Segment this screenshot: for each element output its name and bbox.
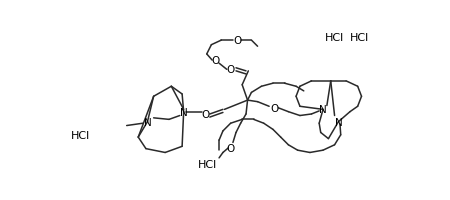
Text: N: N xyxy=(319,105,327,115)
Text: O: O xyxy=(270,103,279,113)
Text: N: N xyxy=(180,107,188,117)
Text: N: N xyxy=(334,117,342,127)
Text: O: O xyxy=(202,109,210,119)
Text: HCl: HCl xyxy=(71,130,90,140)
Text: HCl: HCl xyxy=(325,33,344,43)
Text: O: O xyxy=(212,56,220,66)
Text: O: O xyxy=(226,65,235,75)
Text: O: O xyxy=(226,143,235,153)
Text: HCl: HCl xyxy=(351,33,369,43)
Text: N: N xyxy=(144,117,151,127)
Text: HCl: HCl xyxy=(198,159,217,169)
Text: O: O xyxy=(234,36,242,46)
